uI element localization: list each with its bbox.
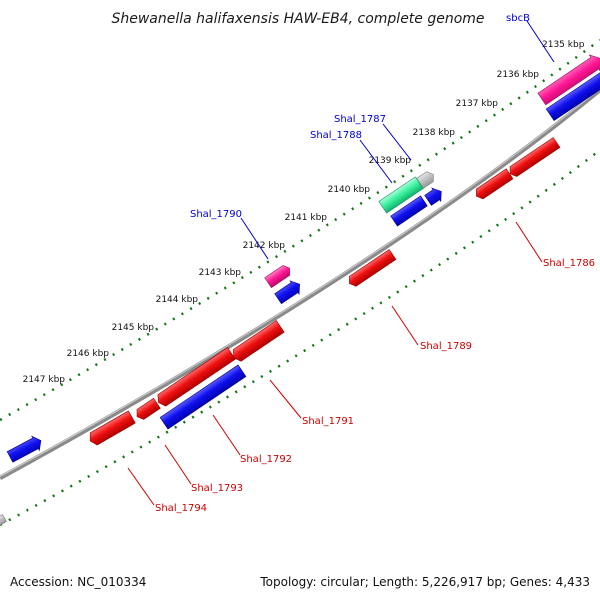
gene-blue-left[interactable] <box>6 433 44 464</box>
kbp-label: 2137 kbp <box>456 99 499 109</box>
kbp-label: 2144 kbp <box>156 295 199 305</box>
genome-summary-text: Topology: circular; Length: 5,226,917 bp… <box>259 575 590 589</box>
reverse-gene-labels: Shal_1786 Shal_1789 Shal_1791 Shal_1792 … <box>127 221 595 514</box>
gene-label-Shal_1790[interactable]: Shal_1790 <box>190 209 242 220</box>
gene-Shal_1794[interactable] <box>87 410 136 447</box>
kbp-label: 2146 kbp <box>67 349 110 359</box>
kbp-label: 2135 kbp <box>542 40 585 50</box>
forward-strand-genes <box>6 50 600 464</box>
forward-gene-labels: sbcB Shal_1787 Shal_1788 Shal_1790 <box>190 13 555 260</box>
gene-blue-3[interactable] <box>424 185 446 207</box>
gene-Shal_1786-a[interactable] <box>507 137 561 178</box>
gene-Shal_1793[interactable] <box>134 397 161 421</box>
gene-label-Shal_1788[interactable]: Shal_1788 <box>310 130 362 141</box>
kbp-label: 2147 kbp <box>23 375 66 385</box>
gene-blue-long[interactable] <box>159 364 247 430</box>
gene-Shal_1786-b[interactable] <box>473 168 514 201</box>
gene-Shal_1790[interactable] <box>264 263 293 289</box>
kbp-label: 2145 kbp <box>112 323 155 333</box>
gene-label-Shal_1787[interactable]: Shal_1787 <box>334 114 386 125</box>
gene-label-Shal_1792[interactable]: Shal_1792 <box>240 454 292 465</box>
gene-sbcB[interactable] <box>536 50 600 107</box>
kbp-label: 2141 kbp <box>285 213 328 223</box>
accession-text: Accession: NC_010334 <box>10 575 146 589</box>
kbp-label: 2138 kbp <box>413 128 456 138</box>
gene-blue-4[interactable] <box>274 278 305 306</box>
kbp-label: 2142 kbp <box>243 241 286 251</box>
kbp-label: 2143 kbp <box>199 268 242 278</box>
gene-label-Shal_1786[interactable]: Shal_1786 <box>543 258 595 269</box>
gene-label-Shal_1791[interactable]: Shal_1791 <box>302 416 354 427</box>
genome-backbone <box>0 88 600 480</box>
kbp-label: 2140 kbp <box>328 185 371 195</box>
inner-tick-ring <box>0 149 600 527</box>
kbp-label: 2136 kbp <box>497 70 540 80</box>
gene-pseudo-left[interactable] <box>0 514 7 526</box>
gene-Shal_1789[interactable] <box>346 249 397 288</box>
kbp-scale-labels: 2135 kbp 2136 kbp 2137 kbp 2138 kbp 2139… <box>23 40 585 385</box>
gene-blue-2[interactable] <box>390 195 428 227</box>
gene-label-Shal_1794[interactable]: Shal_1794 <box>155 503 207 514</box>
kbp-label: 2139 kbp <box>369 156 412 166</box>
gene-label-Shal_1789[interactable]: Shal_1789 <box>420 341 472 352</box>
outer-tick-ring <box>0 38 600 422</box>
gene-label-Shal_1793[interactable]: Shal_1793 <box>191 483 243 494</box>
gene-label-sbcB[interactable]: sbcB <box>506 13 530 24</box>
map-title: Shewanella halifaxensis HAW-EB4, complet… <box>111 11 484 27</box>
reverse-strand-genes <box>0 137 561 526</box>
gene-blue-1[interactable] <box>545 71 600 121</box>
gene-Shal_1788[interactable] <box>378 176 424 214</box>
gene-Shal_1792[interactable] <box>155 347 236 409</box>
